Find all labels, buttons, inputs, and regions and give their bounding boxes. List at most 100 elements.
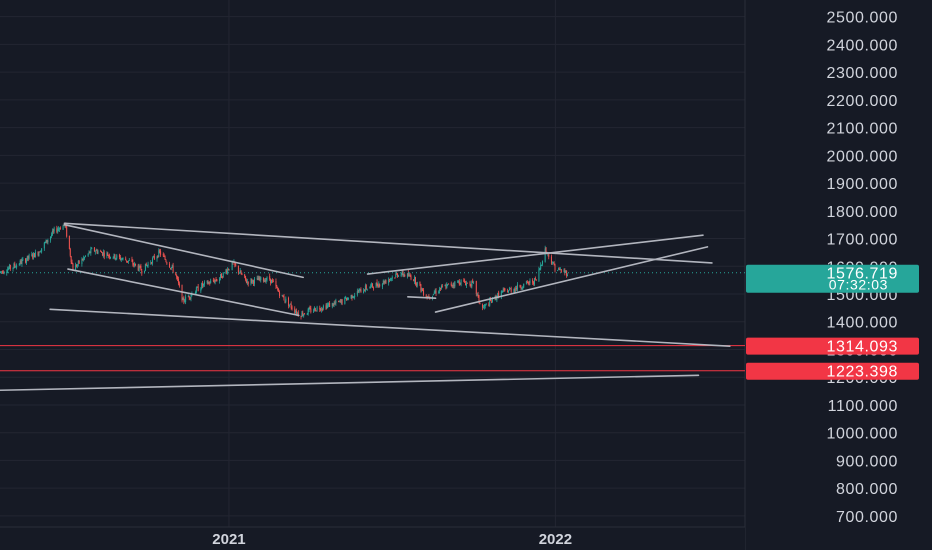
y-tick-label: 1700.000 — [826, 232, 898, 249]
candle-body — [90, 248, 92, 254]
candle-body — [21, 260, 23, 265]
candle-body — [68, 235, 70, 249]
candle-body — [91, 248, 93, 250]
candle-body — [159, 250, 161, 252]
candle-body — [152, 258, 154, 264]
candle-body — [450, 283, 452, 286]
candle-body — [70, 256, 72, 263]
candle-body — [464, 280, 466, 283]
candle-body — [72, 263, 74, 271]
trendline[interactable] — [407, 295, 437, 299]
candle-body — [309, 308, 311, 309]
candle-body — [221, 277, 223, 279]
y-tick-label: 2500.000 — [826, 10, 898, 27]
candle-body — [114, 254, 116, 259]
candle-body — [347, 298, 349, 300]
candle-body — [295, 311, 297, 314]
candle-body — [327, 304, 329, 306]
candle-body — [141, 271, 143, 274]
candle-body — [516, 284, 518, 290]
candle-body — [529, 280, 531, 284]
trendline[interactable] — [67, 268, 300, 317]
candle-body — [457, 281, 459, 283]
trendline[interactable] — [366, 234, 704, 275]
candle-body — [519, 284, 521, 288]
candle-body — [406, 273, 408, 277]
trendline[interactable] — [434, 246, 709, 313]
candle-body — [389, 278, 391, 280]
candle-body — [402, 270, 404, 276]
candle-body — [1, 271, 3, 273]
candle-body — [153, 256, 155, 260]
candle-body — [359, 288, 361, 290]
candle-body — [14, 263, 16, 267]
candle-body — [453, 284, 455, 287]
candle-body — [396, 273, 398, 274]
candle-body — [333, 302, 335, 306]
candle-body — [553, 262, 555, 266]
candle-body — [565, 270, 567, 273]
trendline[interactable] — [49, 308, 731, 347]
level-price-badge[interactable] — [746, 362, 919, 380]
candle-body — [475, 281, 477, 294]
candle-body — [144, 263, 146, 272]
candle-body — [566, 270, 568, 276]
trendline[interactable] — [63, 223, 304, 279]
candle-body — [22, 258, 24, 260]
candle-body — [558, 268, 560, 270]
candle-body — [360, 289, 362, 293]
last-price-badge[interactable] — [746, 264, 919, 293]
trendline[interactable] — [63, 222, 713, 264]
candle-body — [551, 263, 553, 265]
candle-body — [548, 253, 550, 257]
candle-body — [165, 259, 167, 262]
candle-body — [544, 248, 546, 262]
candle-body — [391, 276, 393, 279]
candle-body — [119, 257, 121, 260]
candle-body — [458, 281, 460, 285]
candle-body — [285, 298, 287, 302]
x-tick-label: 2021 — [212, 531, 245, 548]
candle-body — [363, 290, 365, 294]
candle-body — [62, 225, 64, 230]
candle-body — [25, 258, 27, 263]
candle-body — [502, 289, 504, 292]
candle-body — [131, 259, 133, 262]
candle-body — [420, 284, 422, 291]
candle-body — [425, 295, 427, 298]
candle-body — [514, 289, 516, 291]
candle-body — [282, 295, 284, 298]
candle-body — [208, 282, 210, 284]
candle-body — [57, 229, 59, 232]
candle-body — [320, 309, 322, 311]
candle-body — [385, 280, 387, 283]
candle-body — [213, 280, 215, 283]
candle-body — [206, 280, 208, 282]
candle-body — [563, 270, 565, 272]
candle-body — [271, 280, 273, 282]
candle-body — [9, 265, 11, 269]
candle-body — [56, 228, 58, 232]
candle-body — [321, 308, 323, 311]
candle-body — [489, 299, 491, 306]
candle-body — [166, 262, 168, 264]
candle-body — [46, 240, 48, 242]
candle-body — [226, 270, 228, 273]
candle-body — [170, 267, 172, 269]
time-axis[interactable]: 2021 2022 — [212, 531, 572, 548]
candle-body — [13, 263, 15, 268]
candle-body — [240, 270, 242, 275]
level-price-badge[interactable] — [746, 337, 919, 355]
candle-body — [498, 292, 500, 298]
candle-body — [275, 281, 277, 287]
candle-body — [109, 255, 111, 258]
trendline[interactable] — [0, 374, 700, 392]
candle-body — [88, 251, 90, 254]
candle-body — [41, 248, 43, 252]
candle-body — [146, 265, 148, 266]
candle-body — [465, 283, 467, 286]
candle-body — [258, 277, 260, 281]
candle-body — [382, 280, 384, 284]
